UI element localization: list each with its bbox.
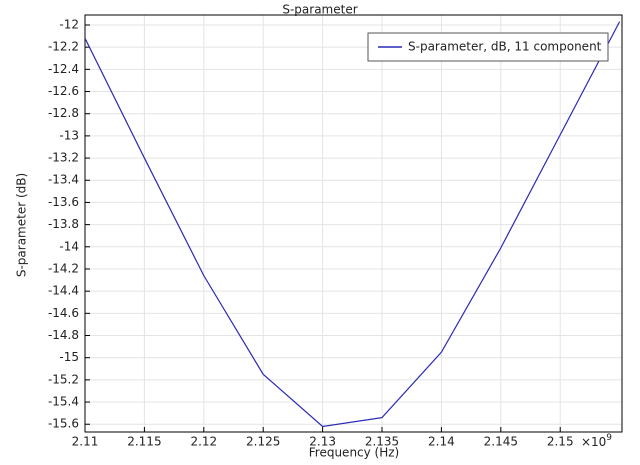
y-tick-label: -13.6 bbox=[48, 195, 79, 209]
y-axis-label: S-parameter (dB) bbox=[15, 173, 29, 277]
plot-frame bbox=[84, 14, 623, 433]
x-tick-label: 2.115 bbox=[127, 435, 161, 449]
chart-title: S-parameter bbox=[282, 3, 357, 17]
y-tick-label: -12.4 bbox=[48, 62, 79, 76]
x-offset-text: ×109 bbox=[581, 433, 612, 449]
x-tick-label: 2.14 bbox=[428, 435, 455, 449]
x-tick-label: 2.13 bbox=[309, 435, 336, 449]
y-tick-label: -15.6 bbox=[48, 417, 79, 431]
y-tick-label: -14.4 bbox=[48, 284, 79, 298]
x-axis-label: Frequency (Hz) bbox=[309, 446, 400, 460]
x-tick-label: 2.145 bbox=[484, 435, 518, 449]
y-tick-label: -15.2 bbox=[48, 372, 79, 386]
x-tick-label: 2.125 bbox=[246, 435, 280, 449]
y-tick-label: -13.4 bbox=[48, 173, 79, 187]
series-line bbox=[85, 21, 621, 428]
y-tick-label: -12.6 bbox=[48, 84, 79, 98]
y-tick-label: -12 bbox=[59, 17, 79, 31]
legend-box bbox=[367, 32, 609, 62]
x-offset-exponent: 9 bbox=[606, 433, 612, 443]
y-tick-label: -15 bbox=[59, 350, 79, 364]
y-tick-label: -14.8 bbox=[48, 328, 79, 342]
x-tick-label: 2.11 bbox=[72, 435, 99, 449]
y-tick-label: -13 bbox=[59, 128, 79, 142]
y-tick-label: -12.8 bbox=[48, 106, 79, 120]
x-tick-label: 2.135 bbox=[365, 435, 399, 449]
y-tick-label: -13.2 bbox=[48, 151, 79, 165]
y-tick-label: -13.8 bbox=[48, 217, 79, 231]
x-tick-label: 2.12 bbox=[190, 435, 217, 449]
y-tick-label: -14 bbox=[59, 239, 79, 253]
y-tick-label: -14.2 bbox=[48, 261, 79, 275]
x-offset-base: ×10 bbox=[581, 435, 606, 449]
y-tick-label: -15.4 bbox=[48, 395, 79, 409]
x-tick-label: 2.15 bbox=[547, 435, 574, 449]
y-tick-label: -14.6 bbox=[48, 306, 79, 320]
legend-label: S-parameter, dB, 11 component bbox=[408, 40, 602, 54]
y-tick-label: -12.2 bbox=[48, 40, 79, 54]
